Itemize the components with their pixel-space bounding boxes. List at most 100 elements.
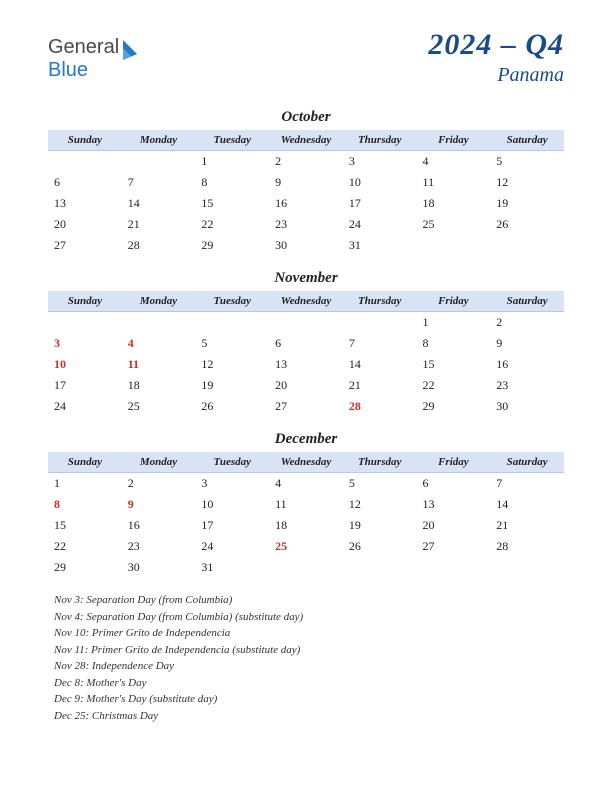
holiday-entry: Dec 8: Mother's Day (54, 675, 564, 692)
calendar-row: 12 (48, 312, 564, 334)
calendar-cell: 28 (490, 536, 564, 557)
day-header: Tuesday (195, 452, 269, 473)
calendar-row: 20212223242526 (48, 214, 564, 235)
calendar-cell: 3 (48, 333, 122, 354)
calendar-cell: 19 (490, 193, 564, 214)
calendar-cell: 30 (269, 235, 343, 256)
day-header: Saturday (490, 130, 564, 151)
calendar-table: SundayMondayTuesdayWednesdayThursdayFrid… (48, 291, 564, 417)
calendar-cell: 31 (195, 557, 269, 578)
header: General Blue 2024 – Q4 Panama (48, 28, 564, 87)
calendar-cell: 30 (122, 557, 196, 578)
logo-sail-icon (121, 38, 141, 67)
calendar-cell: 11 (122, 354, 196, 375)
calendar-december: DecemberSundayMondayTuesdayWednesdayThur… (48, 431, 564, 578)
calendars-container: OctoberSundayMondayTuesdayWednesdayThurs… (48, 109, 564, 578)
calendar-row: 13141516171819 (48, 193, 564, 214)
calendar-cell: 1 (195, 151, 269, 173)
calendar-cell: 22 (417, 375, 491, 396)
holiday-entry: Nov 28: Independence Day (54, 658, 564, 675)
calendar-cell: 12 (490, 172, 564, 193)
calendar-cell: 25 (269, 536, 343, 557)
calendar-cell: 27 (48, 235, 122, 256)
calendar-cell: 15 (195, 193, 269, 214)
calendar-cell (417, 235, 491, 256)
calendar-cell (417, 557, 491, 578)
day-header: Friday (417, 291, 491, 312)
calendar-cell: 19 (343, 515, 417, 536)
logo-part1: General (48, 36, 119, 58)
day-header: Friday (417, 452, 491, 473)
calendar-cell: 29 (48, 557, 122, 578)
calendar-cell: 20 (48, 214, 122, 235)
day-header: Thursday (343, 130, 417, 151)
calendar-cell: 3 (195, 473, 269, 495)
calendar-cell: 20 (417, 515, 491, 536)
calendar-cell: 28 (343, 396, 417, 417)
calendar-cell: 12 (343, 494, 417, 515)
calendar-row: 24252627282930 (48, 396, 564, 417)
calendar-cell (490, 557, 564, 578)
calendar-november: NovemberSundayMondayTuesdayWednesdayThur… (48, 270, 564, 417)
day-header: Tuesday (195, 130, 269, 151)
calendar-cell: 9 (490, 333, 564, 354)
calendar-row: 3456789 (48, 333, 564, 354)
calendar-cell: 7 (122, 172, 196, 193)
calendar-cell: 21 (343, 375, 417, 396)
calendar-cell: 16 (490, 354, 564, 375)
day-header: Thursday (343, 452, 417, 473)
calendar-cell: 23 (269, 214, 343, 235)
calendar-cell (122, 312, 196, 334)
calendar-cell: 15 (48, 515, 122, 536)
calendar-cell: 3 (343, 151, 417, 173)
day-header: Monday (122, 452, 196, 473)
day-header: Monday (122, 130, 196, 151)
calendar-cell (490, 235, 564, 256)
calendar-cell: 8 (417, 333, 491, 354)
calendar-row: 293031 (48, 557, 564, 578)
calendar-cell (269, 312, 343, 334)
logo-part2: Blue (48, 59, 88, 81)
calendar-row: 2728293031 (48, 235, 564, 256)
calendar-row: 6789101112 (48, 172, 564, 193)
calendar-cell: 21 (490, 515, 564, 536)
calendar-cell (343, 557, 417, 578)
calendar-cell (269, 557, 343, 578)
calendar-cell: 23 (122, 536, 196, 557)
calendar-cell: 5 (490, 151, 564, 173)
calendar-cell: 17 (195, 515, 269, 536)
calendar-cell: 26 (343, 536, 417, 557)
calendar-cell: 21 (122, 214, 196, 235)
calendar-row: 10111213141516 (48, 354, 564, 375)
calendar-row: 22232425262728 (48, 536, 564, 557)
calendar-cell: 1 (48, 473, 122, 495)
day-header: Wednesday (269, 291, 343, 312)
calendar-cell: 16 (122, 515, 196, 536)
calendar-cell: 17 (343, 193, 417, 214)
calendar-cell (195, 312, 269, 334)
calendar-cell (343, 312, 417, 334)
calendar-cell: 14 (490, 494, 564, 515)
calendar-table: SundayMondayTuesdayWednesdayThursdayFrid… (48, 452, 564, 578)
calendar-cell: 15 (417, 354, 491, 375)
day-header: Sunday (48, 452, 122, 473)
calendar-cell: 13 (269, 354, 343, 375)
day-header: Thursday (343, 291, 417, 312)
holidays-list: Nov 3: Separation Day (from Columbia)Nov… (48, 592, 564, 724)
calendar-cell: 20 (269, 375, 343, 396)
holiday-entry: Nov 11: Primer Grito de Independencia (s… (54, 642, 564, 659)
calendar-cell: 10 (343, 172, 417, 193)
calendar-cell: 7 (343, 333, 417, 354)
calendar-cell: 18 (269, 515, 343, 536)
day-header: Friday (417, 130, 491, 151)
calendar-cell: 25 (122, 396, 196, 417)
calendar-cell: 18 (417, 193, 491, 214)
calendar-cell: 26 (490, 214, 564, 235)
calendar-cell: 24 (195, 536, 269, 557)
calendar-cell: 29 (195, 235, 269, 256)
calendar-cell: 10 (48, 354, 122, 375)
calendar-cell: 2 (122, 473, 196, 495)
calendar-cell: 13 (417, 494, 491, 515)
calendar-cell: 31 (343, 235, 417, 256)
title-main: 2024 – Q4 (428, 28, 564, 62)
